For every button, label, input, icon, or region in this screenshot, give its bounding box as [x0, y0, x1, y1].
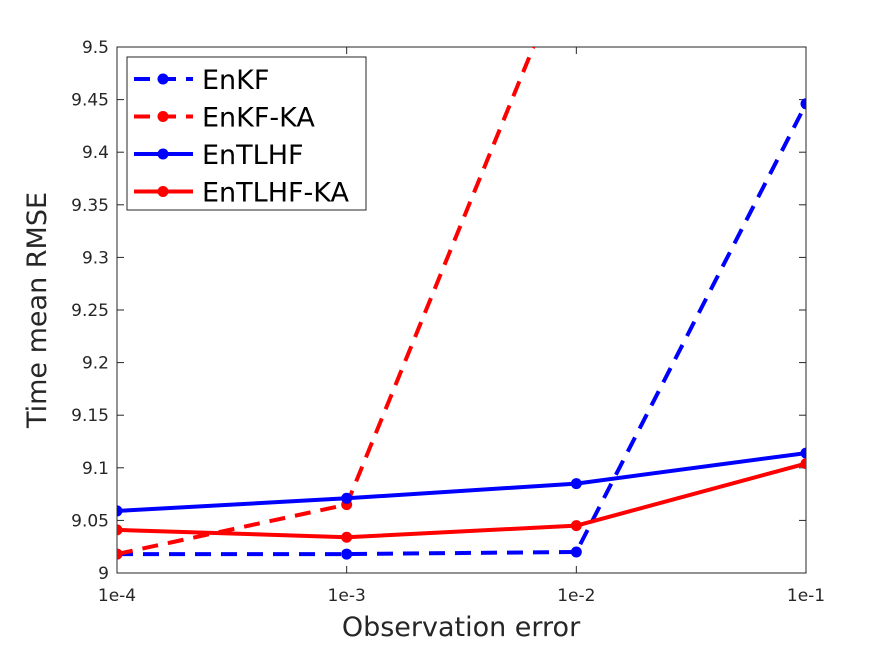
legend-marker-entlhf-ka — [157, 186, 169, 197]
data-point-enkf — [341, 548, 353, 560]
legend-label-entlhf-ka: EnTLHF-KA — [202, 178, 350, 209]
series-line-entlhf-ka — [117, 461, 806, 540]
x-tick-label: 1e-1 — [787, 586, 825, 606]
data-point-entlhf — [800, 447, 806, 459]
data-point-enkf-ka — [117, 548, 123, 560]
y-tick-label: 9.3 — [82, 248, 109, 268]
legend-label-enkf: EnKF — [202, 65, 269, 96]
legend: EnKF EnKF-KA EnTLHF EnTLHF-KA — [126, 56, 367, 211]
y-tick-label: 9.4 — [82, 143, 109, 163]
y-axis-label: Time mean RMSE — [22, 192, 53, 429]
data-point-entlhf-ka — [341, 531, 353, 543]
y-tick-label: 9.25 — [71, 301, 109, 321]
y-tick-label: 9.1 — [82, 459, 109, 479]
legend-label-enkf-ka: EnKF-KA — [202, 103, 315, 134]
y-tick-label: 9.2 — [82, 354, 109, 374]
series-layer — [117, 47, 806, 560]
data-point-entlhf — [570, 478, 582, 490]
y-tick-label: 9 — [98, 564, 109, 584]
legend-marker-enkf — [157, 73, 169, 85]
legend-marker-enkf-ka — [157, 111, 169, 122]
data-point-entlhf-ka — [800, 458, 806, 470]
x-axis-label: Observation error — [342, 612, 581, 643]
y-tick-label: 9.15 — [71, 406, 109, 426]
y-tick-label: 9.35 — [71, 196, 109, 216]
data-point-entlhf — [117, 505, 123, 517]
tick-labels: 9 9.05 9.1 9.15 9.2 9.25 9.3 9.35 9.4 9.45 9.5 1e-4… — [71, 38, 825, 606]
series-line-enkf — [117, 102, 806, 557]
legend-marker-entlhf — [157, 148, 169, 160]
series-line-entlhf — [117, 451, 806, 513]
x-tick-label: 1e-4 — [98, 586, 136, 606]
data-point-entlhf-ka — [570, 520, 582, 532]
axis-ticks — [116, 46, 807, 574]
data-point-enkf — [570, 546, 582, 558]
data-point-enkf — [800, 98, 806, 110]
x-tick-label: 1e-3 — [328, 586, 366, 606]
x-tick-label: 1e-2 — [557, 586, 595, 606]
legend-label-entlhf: EnTLHF — [202, 140, 304, 171]
data-point-entlhf-ka — [117, 524, 123, 536]
y-tick-label: 9.45 — [71, 91, 109, 111]
y-tick-label: 9.5 — [82, 38, 109, 58]
y-tick-label: 9.05 — [71, 511, 109, 531]
data-point-entlhf — [341, 492, 353, 504]
